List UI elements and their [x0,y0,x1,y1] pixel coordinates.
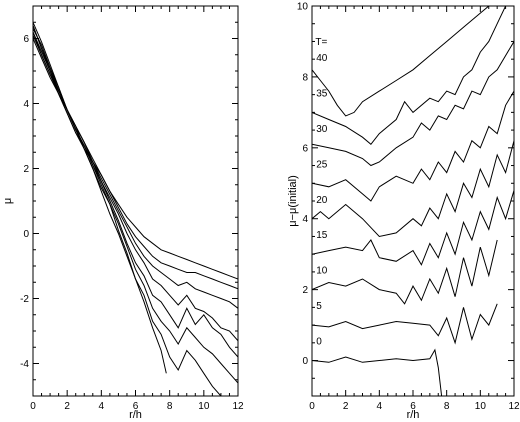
x-axis-label: r/h [129,409,142,421]
series-line [312,140,514,238]
series-line [312,41,514,167]
right-panel: 0 2 4 6 8 10 12 0 2 4 6 8 10 r/h μ−μ(initial) T= 40 35 30 2… [287,2,520,422]
series-line [33,35,238,342]
curve-label: 20 [316,195,328,206]
y-tick-label: 6 [23,34,29,45]
curve-label: 10 [316,266,328,277]
x-tick-label: 12 [232,401,244,412]
curve-label: 15 [316,230,328,241]
y-tick-label: 0 [23,229,29,240]
x-tick-label: 6 [410,401,416,412]
x-tick-label: 4 [377,401,383,412]
series-line [33,25,238,384]
y-tick-label: 8 [302,72,308,83]
curve-label: 0 [316,337,322,348]
y-tick-label: 2 [23,164,29,175]
plot-frame [311,5,515,397]
series-line [312,239,498,305]
temperature-label: T= [315,37,327,48]
y-tick-label: 4 [23,99,29,110]
y-axis-label: μ−μ(initial) [287,175,299,227]
series-line [312,6,507,146]
y-tick-label: 10 [297,2,309,13]
curve-label: 40 [316,53,328,64]
y-tick-label: 2 [302,285,308,296]
x-tick-label: 2 [64,401,70,412]
x-tick-label: 6 [133,401,139,412]
x-tick-label: 0 [30,401,36,412]
y-axis-label: μ [2,198,14,204]
series-group [33,22,238,396]
x-tick-label: 2 [343,401,349,412]
series-line [312,90,514,202]
curve-label: 30 [316,124,328,135]
series-line [33,25,238,280]
series-line [312,6,490,117]
y-tick-label: 4 [302,214,308,225]
series-group [312,6,514,396]
y-tick-label: -4 [20,359,29,370]
y-tick-label: 6 [302,143,308,154]
curve-label: 25 [316,159,328,170]
x-tick-label: 8 [444,401,450,412]
x-tick-label: 10 [198,401,210,412]
plot-frame [32,5,239,397]
y-tick-label: -2 [20,294,29,305]
x-tick-label: 4 [99,401,105,412]
x-axis-label: r/h [407,409,420,421]
y-tick-label: 0 [302,356,308,367]
series-line [312,348,443,396]
series-line [33,31,238,358]
x-tick-label: 10 [475,401,487,412]
x-tick-label: 12 [508,401,520,412]
series-line [312,190,514,266]
x-tick-label: 8 [167,401,173,412]
series-line [33,22,222,396]
curve-label: 35 [316,88,328,99]
curve-label: 5 [316,301,322,312]
x-tick-label: 0 [309,401,315,412]
series-line [312,303,498,345]
